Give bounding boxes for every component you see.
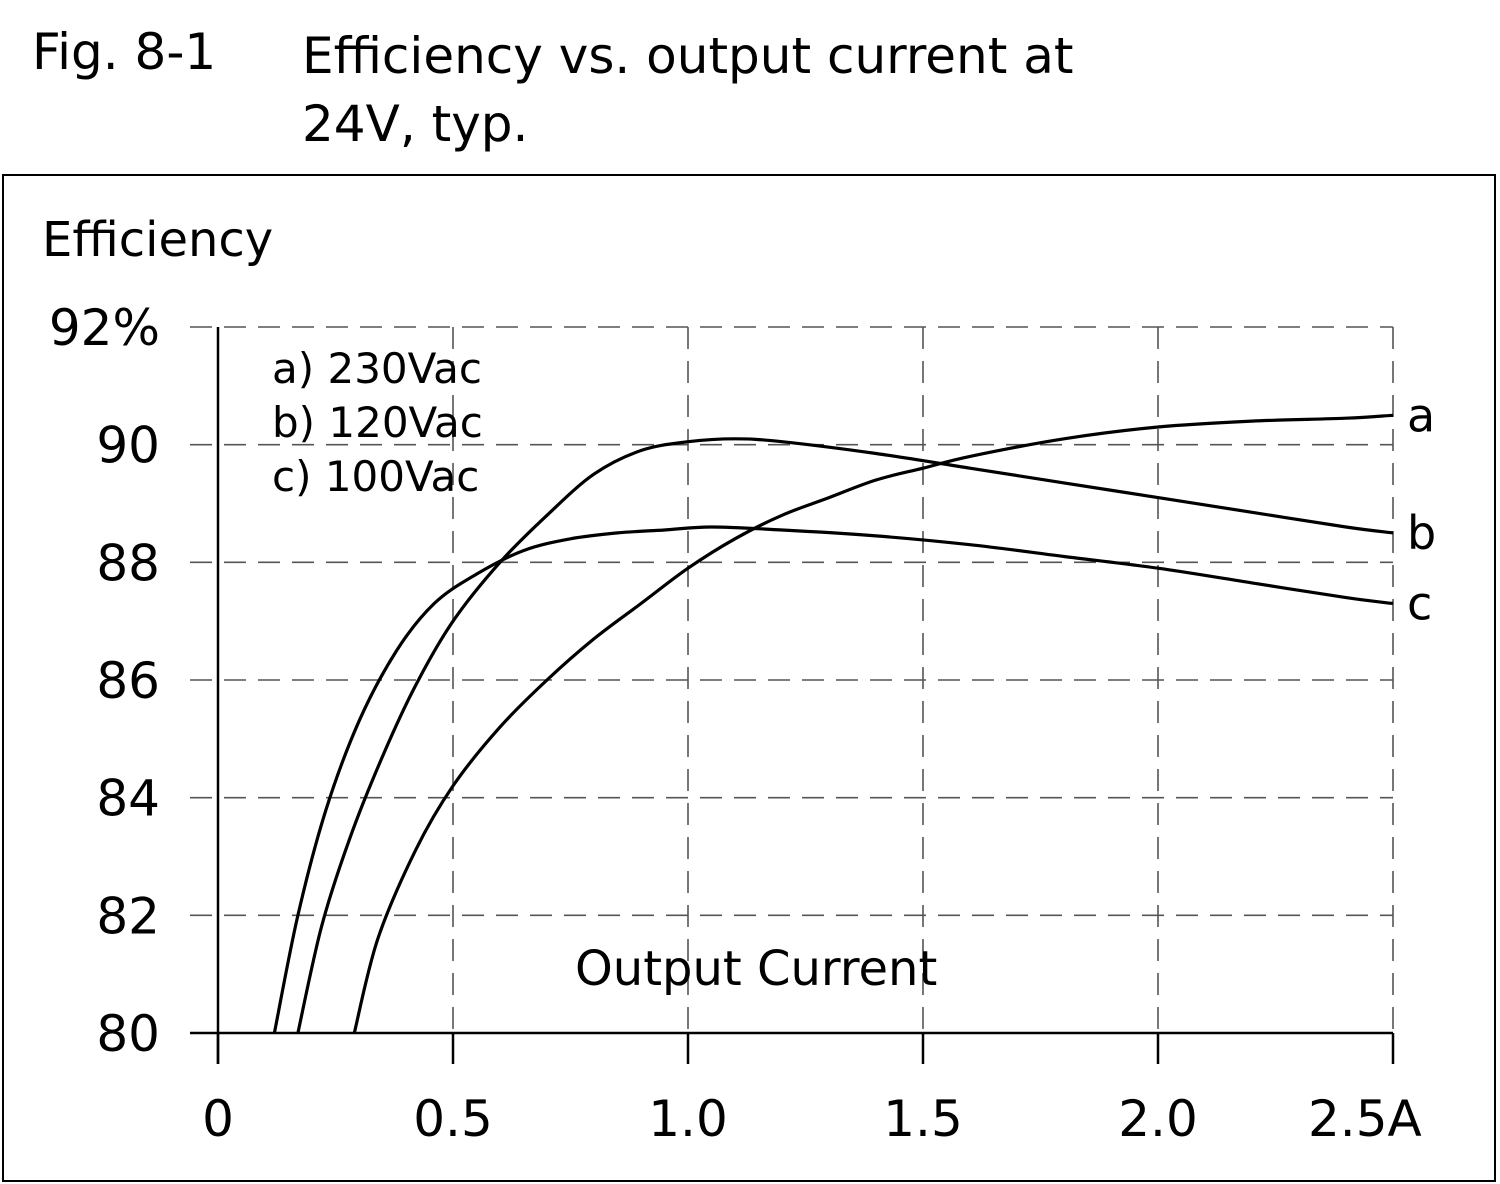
y-tick-label: 92%: [49, 299, 160, 357]
x-axis-title: Output Current: [575, 941, 937, 997]
x-tick-label: 0: [202, 1090, 234, 1148]
legend-entry: b) 120Vac: [272, 398, 483, 447]
curves: a bc: [272, 388, 1436, 1034]
figure-title: Efficiency vs. output current at 24V, ty…: [302, 27, 1074, 153]
legend: a) 230Vac b) 120Vac c) 100Vac: [272, 344, 483, 501]
legend-entry: c) 100Vac: [272, 452, 479, 501]
series-line-a: [352, 413, 1394, 1034]
y-axis-title: Efficiency: [42, 212, 273, 268]
x-tick-label: 1.5: [883, 1090, 963, 1148]
y-tick-label: 80: [96, 1005, 160, 1063]
y-tick-label: 88: [96, 534, 160, 592]
series-line-b: [296, 437, 1394, 1034]
y-tick-label: 86: [96, 652, 160, 710]
y-tick-label: 90: [96, 417, 160, 475]
series-line-c: [272, 525, 1394, 1034]
x-tick-label: 1.0: [648, 1090, 728, 1148]
series-label-c: c: [1407, 577, 1432, 631]
x-tick-label: 0.5: [413, 1090, 493, 1148]
grid-lines: [190, 326, 1394, 1033]
series-label-b: b: [1407, 506, 1436, 560]
y-tick-label: 82: [96, 887, 160, 945]
axes: [190, 327, 1395, 1064]
x-tick-label: 2.0: [1118, 1090, 1198, 1148]
chart-frame: [2, 174, 1496, 1182]
y-tick-label: 84: [96, 770, 160, 828]
x-tick-label: 2.5A: [1308, 1090, 1422, 1148]
series-label-a: a: [1407, 388, 1435, 442]
tick-labels: 80 82 84 86 88 90 92% 0 0.5 1.0 1.5 2.0 2.5A: [49, 299, 1422, 1148]
figure-number: Fig. 8-1: [32, 23, 217, 81]
legend-entry: a) 230Vac: [272, 344, 482, 393]
